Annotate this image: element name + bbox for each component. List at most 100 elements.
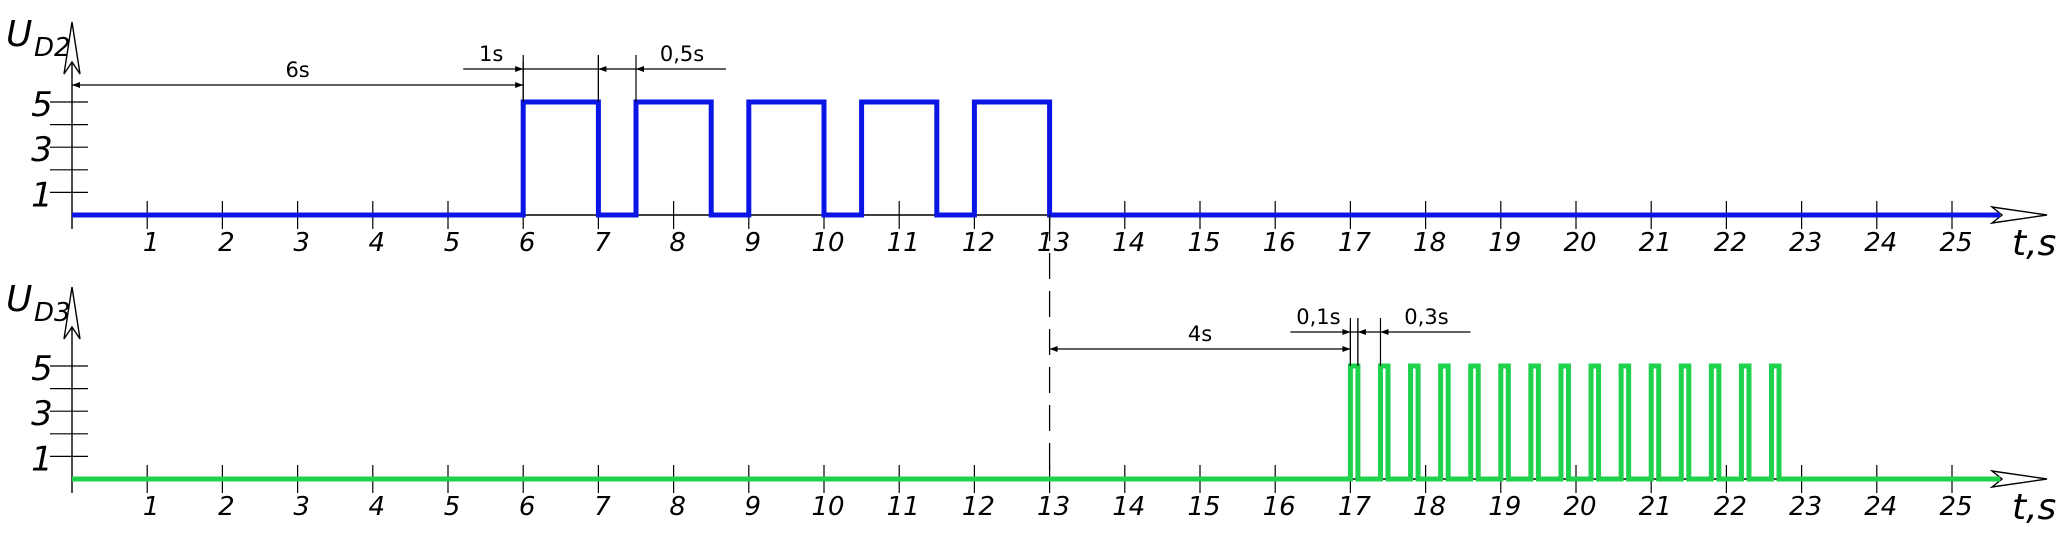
x-tick-label: 24	[1864, 492, 1897, 522]
dimension-arrowhead	[1342, 329, 1351, 335]
signal-pulse	[1621, 366, 1629, 479]
signal-pulse	[1561, 366, 1569, 479]
x-tick-label: 25	[1939, 228, 1972, 258]
signal-pulse	[1441, 366, 1449, 479]
x-tick-label: 17	[1338, 492, 1372, 522]
x-tick-label: 4	[369, 228, 386, 258]
dimension-label: 0,1s	[1296, 305, 1340, 329]
signal-pulse	[749, 102, 824, 215]
x-tick-label: 21	[1639, 228, 1672, 258]
x-tick-label: 2	[218, 492, 235, 522]
x-tick-label: 11	[887, 228, 920, 258]
x-tick-label: 13	[1037, 228, 1070, 258]
x-tick-label: 22	[1714, 492, 1747, 522]
y-axis-label-subscript: D3	[34, 298, 71, 328]
x-tick-label: 2	[218, 228, 235, 258]
x-tick-label: 20	[1563, 228, 1596, 258]
x-axis-arrow-icon	[1989, 469, 2048, 489]
x-tick-label: 15	[1187, 228, 1220, 258]
dimension-arrowhead	[636, 66, 644, 72]
x-tick-label: 14	[1112, 228, 1145, 258]
y-axis-label: U	[6, 14, 32, 55]
x-tick-label: 8	[669, 492, 686, 522]
dimension-label: 1s	[479, 42, 503, 66]
signal-trace	[72, 363, 2000, 482]
x-tick-label: 4	[369, 492, 386, 522]
y-axis-label: U	[6, 279, 32, 320]
dimension-arrowhead	[515, 66, 524, 72]
x-tick-label: 19	[1488, 228, 1521, 258]
x-tick-label: 11	[887, 492, 920, 522]
y-tick-label: 5	[31, 85, 53, 125]
x-tick-label: 9	[745, 492, 762, 522]
signal-pulse	[1380, 366, 1388, 479]
y-tick-label: 3	[31, 394, 53, 434]
signal-pulse	[862, 102, 937, 215]
x-tick-label: 24	[1864, 228, 1897, 258]
signal-pulse	[1591, 366, 1599, 479]
x-tick-label: 5	[444, 492, 461, 522]
x-tick-label: 6	[519, 228, 536, 258]
x-tick-label: 8	[669, 228, 686, 258]
x-tick-label: 3	[293, 228, 310, 258]
x-tick-label: 23	[1789, 228, 1822, 258]
signal-pulse	[1501, 366, 1509, 479]
x-tick-label: 10	[811, 228, 844, 258]
x-tick-label: 7	[594, 228, 611, 258]
dimension-arrowhead	[1342, 346, 1351, 352]
x-axis-label: t,s	[2012, 223, 2056, 264]
dimension-arrowhead	[515, 82, 524, 88]
x-tick-label: 23	[1789, 492, 1822, 522]
signal-pulse	[523, 102, 598, 215]
x-tick-label: 16	[1263, 492, 1296, 522]
y-axis-label-subscript: D2	[34, 33, 71, 63]
x-tick-label: 21	[1639, 492, 1672, 522]
y-axis-arrow-icon	[63, 21, 81, 75]
dimension-arrowhead	[1049, 346, 1058, 352]
dimension-label: 0,3s	[1404, 305, 1448, 329]
signal-pulse	[1711, 366, 1719, 479]
signal-trace	[72, 99, 2000, 218]
signal-pulse	[1350, 366, 1358, 479]
x-tick-label: 17	[1338, 228, 1372, 258]
signal-pulse	[636, 102, 711, 215]
x-tick-label: 10	[811, 492, 844, 522]
x-tick-label: 19	[1488, 492, 1521, 522]
y-tick-label: 1	[31, 175, 53, 215]
y-tick-label: 5	[31, 349, 53, 389]
x-axis-arrow-icon	[1989, 205, 2048, 225]
signal-pulse	[1531, 366, 1539, 479]
x-tick-label: 22	[1714, 228, 1747, 258]
signal-pulse	[1741, 366, 1749, 479]
x-tick-label: 1	[143, 492, 160, 522]
x-tick-label: 7	[594, 492, 611, 522]
signal-pulse	[1471, 366, 1479, 479]
x-tick-label: 16	[1263, 228, 1296, 258]
signal-pulse	[974, 102, 1049, 215]
x-tick-label: 3	[293, 492, 310, 522]
x-tick-label: 5	[444, 228, 461, 258]
signal-pulse	[1411, 366, 1419, 479]
signal-pulse	[1651, 366, 1659, 479]
x-tick-label: 18	[1413, 492, 1446, 522]
x-tick-label: 18	[1413, 228, 1446, 258]
signal-pulse	[1681, 366, 1689, 479]
x-tick-label: 1	[143, 228, 160, 258]
signal-pulse	[1772, 366, 1780, 479]
x-axis-label: t,s	[2012, 487, 2056, 528]
y-tick-label: 3	[31, 130, 53, 170]
x-tick-label: 12	[962, 492, 995, 522]
x-tick-label: 14	[1112, 492, 1145, 522]
dimension-arrowhead	[1380, 329, 1389, 335]
x-tick-label: 12	[962, 228, 995, 258]
dimension-label: 4s	[1188, 322, 1212, 346]
x-tick-label: 20	[1563, 492, 1596, 522]
x-tick-label: 25	[1939, 492, 1972, 522]
x-tick-label: 13	[1037, 492, 1070, 522]
y-tick-label: 1	[31, 439, 53, 479]
x-tick-label: 9	[745, 228, 762, 258]
dimension-label: 0,5s	[660, 42, 704, 66]
dimension-arrowhead	[72, 82, 80, 88]
